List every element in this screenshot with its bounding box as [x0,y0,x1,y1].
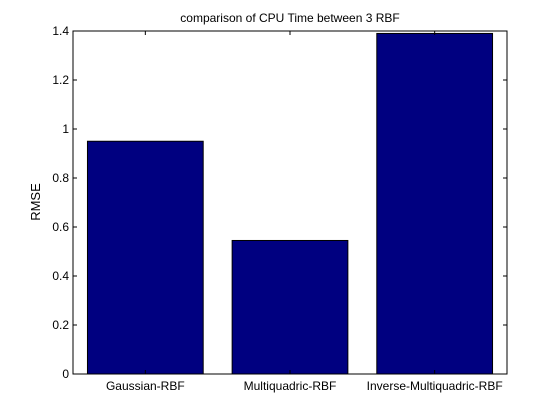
y-tick-label: 0.2 [52,318,69,332]
y-tick-label: 0.4 [52,269,69,283]
bar-gaussian-rbf [86,140,204,375]
y-tick-label: 1.2 [52,73,69,87]
y-axis-label: RMSE [28,183,43,221]
y-ticks-group: 0 0.2 0.4 0.6 0.8 1 1.2 1.4 [52,24,507,381]
x-tick-label: Inverse-Multiquadric-RBF [367,379,503,393]
bars-group [86,32,494,375]
y-tick-label: 1 [62,122,69,136]
x-tick-label: Gaussian-RBF [106,379,185,393]
chart-title: comparison of CPU Time between 3 RBF [180,11,399,25]
y-tick-label: 0.8 [52,171,69,185]
y-tick-label: 0 [62,367,69,381]
y-tick-label: 0.6 [52,220,69,234]
x-ticks-group: Gaussian-RBF Multiquadric-RBF Inverse-Mult… [106,31,503,393]
bar-inverse-multiquadric-rbf [376,32,494,375]
x-tick-label: Multiquadric-RBF [244,379,337,393]
bar-multiquadric-rbf [231,239,349,375]
y-tick-label: 1.4 [52,24,69,38]
plot-frame [72,30,508,375]
